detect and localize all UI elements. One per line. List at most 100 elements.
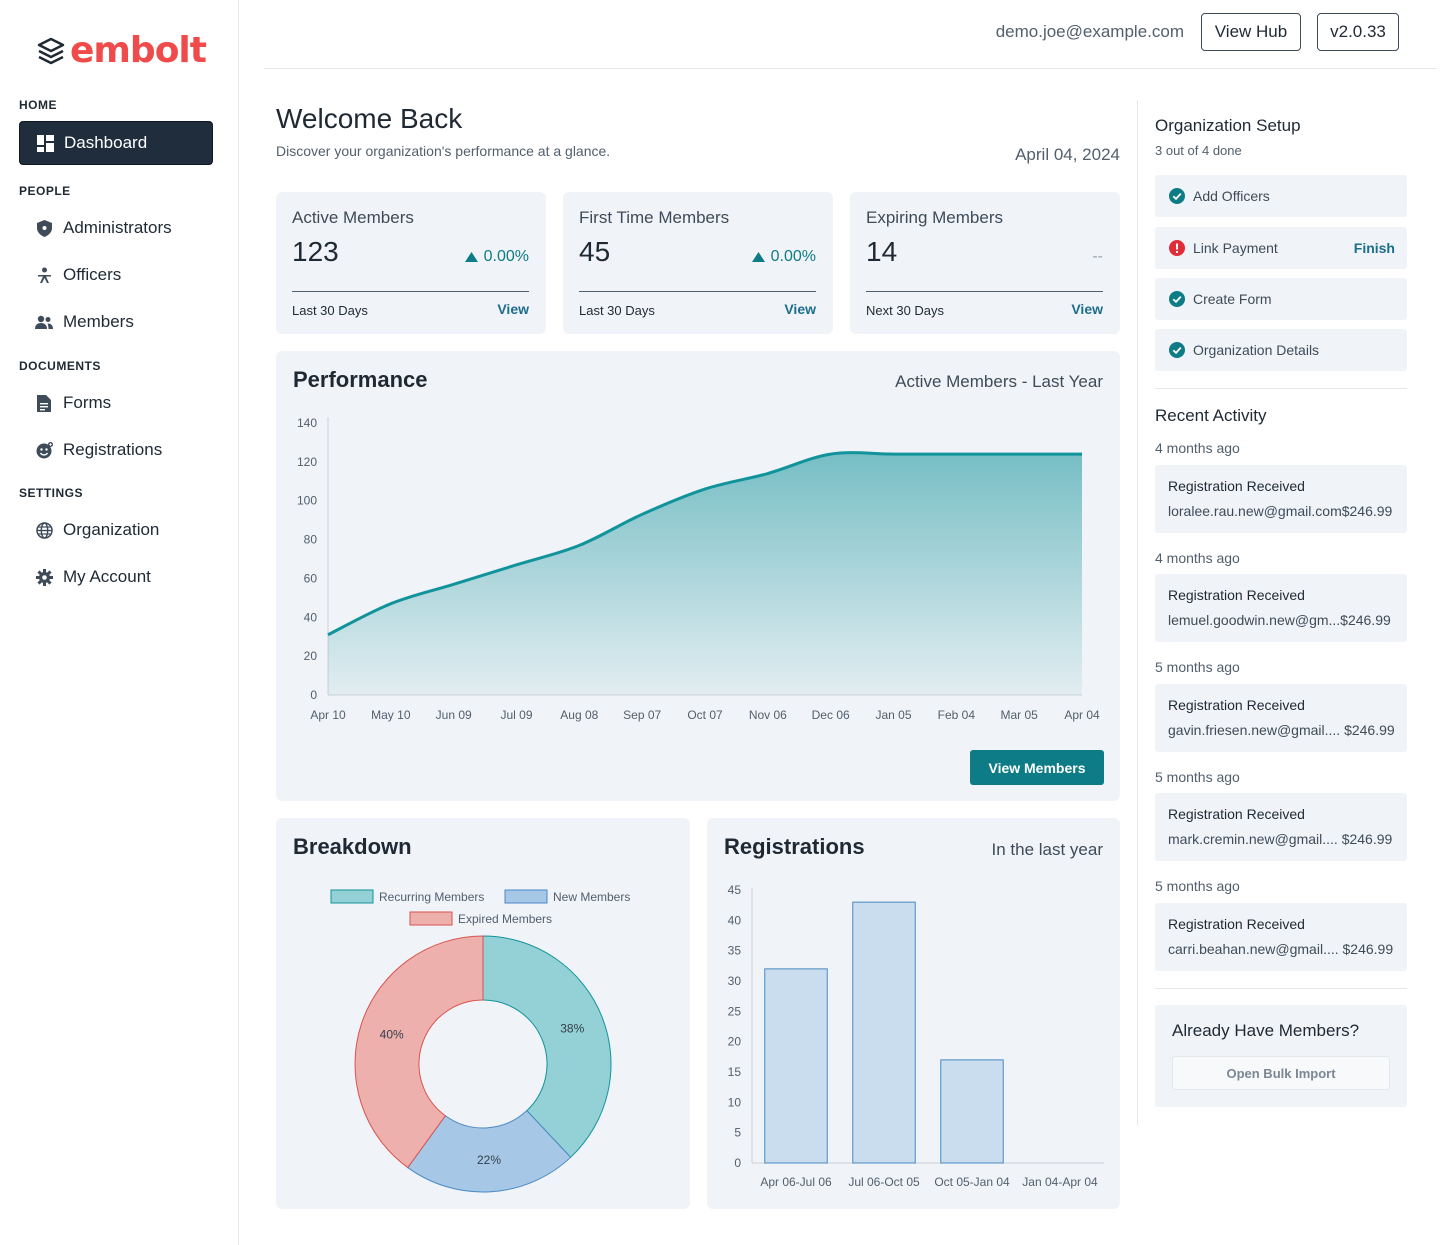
activity-item-detail: lemuel.goodwin.new@gm...$246.99 (1168, 612, 1391, 628)
y-tick-label: 0 (734, 1156, 741, 1170)
x-tick-label: Apr 04 (1064, 708, 1100, 722)
legend-swatch (330, 889, 374, 904)
sidebar-item-label: Dashboard (64, 133, 148, 152)
setup-item-create-form[interactable]: Create Form (1155, 278, 1407, 320)
sidebar-item-members[interactable]: Members (19, 300, 213, 344)
activity-item[interactable]: Registration Received carri.beahan.new@g… (1155, 903, 1407, 971)
view-hub-button[interactable]: View Hub (1201, 13, 1301, 51)
check-circle-icon (1169, 291, 1185, 307)
brand-logo[interactable]: embolt (36, 30, 207, 71)
y-tick-label: 5 (734, 1126, 741, 1140)
registrations-subtitle: In the last year (991, 840, 1103, 859)
registrations-card: Registrations In the last year 0 5 10 15 20 2… (707, 818, 1120, 1209)
setup-item-add-officers[interactable]: Add Officers (1155, 175, 1407, 217)
stat-card-active-members: Active Members 123 0.00% Last 30 Days Vi… (276, 192, 546, 334)
activity-item-title: Registration Received (1168, 916, 1305, 932)
performance-subtitle: Active Members - Last Year (895, 372, 1103, 391)
x-tick-label: Jul 06-Oct 05 (848, 1175, 920, 1189)
setup-item-link-payment[interactable]: Link Payment Finish (1155, 227, 1407, 269)
current-date: April 04, 2024 (1015, 145, 1120, 164)
x-tick-label: Jan 04-Apr 04 (1022, 1175, 1098, 1189)
sidebar-item-organization[interactable]: Organization (19, 508, 213, 552)
nav-section-documents: DOCUMENTS (19, 359, 101, 373)
section-divider (1155, 988, 1407, 989)
stat-change: 0.00% (464, 248, 529, 266)
users-icon (35, 313, 53, 331)
y-tick-label: 60 (304, 571, 318, 585)
registrations-bar-chart: 0 5 10 15 20 25 30 35 40 45 Apr 06-Jul 06 Jul 06-Oc… (728, 883, 1104, 1189)
y-tick-label: 140 (297, 416, 317, 430)
activity-item-detail: mark.cremin.new@gmail.... $246.99 (1168, 831, 1393, 847)
stat-period: Next 30 Days (866, 303, 945, 318)
performance-title: Performance (293, 367, 428, 392)
stat-value: 123 (292, 236, 339, 267)
nav-section-home: HOME (19, 98, 57, 112)
activity-item[interactable]: Registration Received loralee.rau.new@gm… (1155, 465, 1407, 533)
x-tick-label: Oct 05-Jan 04 (934, 1175, 1010, 1189)
stat-label: Expiring Members (866, 208, 1003, 227)
y-tick-label: 0 (310, 688, 317, 702)
activity-time: 5 months ago (1155, 878, 1240, 894)
activity-item[interactable]: Registration Received lemuel.goodwin.new… (1155, 574, 1407, 642)
activity-item[interactable]: Registration Received gavin.friesen.new@… (1155, 684, 1407, 752)
activity-time: 5 months ago (1155, 769, 1240, 785)
breakdown-card: Breakdown Recurring Members New Members Ex… (276, 818, 690, 1209)
grid-icon (36, 134, 54, 152)
y-tick-label: 15 (728, 1065, 742, 1079)
legend-label: New Members (553, 890, 630, 904)
alert-circle-icon (1169, 240, 1185, 256)
y-tick-label: 40 (304, 610, 318, 624)
x-tick-label: Apr 06-Jul 06 (760, 1175, 832, 1189)
x-tick-label: May 10 (371, 708, 411, 722)
slice-label: 38% (560, 1022, 584, 1036)
view-members-button[interactable]: View Members (970, 750, 1104, 785)
right-panel-divider (1137, 100, 1138, 1125)
x-tick-label: Jun 09 (436, 708, 472, 722)
activity-item-detail: carri.beahan.new@gmail.... $246.99 (1168, 941, 1394, 957)
sidebar-item-label: Officers (63, 265, 122, 284)
activity-item[interactable]: Registration Received mark.cremin.new@gm… (1155, 793, 1407, 861)
x-tick-label: Mar 05 (1000, 708, 1038, 722)
stat-divider (292, 291, 529, 292)
series-line (327, 451, 1083, 637)
triangle-up-icon (751, 252, 765, 262)
sidebar-item-forms[interactable]: Forms (19, 381, 213, 425)
legend-swatch (504, 889, 548, 904)
sidebar: embolt HOME Dashboard PEOPLE Administrat… (0, 0, 239, 1245)
stat-card-expiring-members: Expiring Members 14 -- Next 30 Days View (850, 192, 1120, 334)
sidebar-item-officers[interactable]: Officers (19, 253, 213, 297)
check-circle-icon (1169, 342, 1185, 358)
sidebar-item-label: Registrations (63, 440, 163, 459)
performance-card: Performance Active Members - Last Year 0… (276, 351, 1120, 801)
finish-link[interactable]: Finish (1353, 240, 1395, 256)
y-tick-label: 120 (297, 455, 317, 469)
stat-change-value: 0.00% (770, 248, 816, 265)
sidebar-item-label: My Account (63, 567, 151, 586)
stat-view-link[interactable]: View (784, 301, 816, 317)
stat-label: Active Members (292, 208, 414, 227)
sidebar-item-registrations[interactable]: Registrations (19, 428, 213, 472)
page-subtitle: Discover your organization's performance… (276, 143, 611, 159)
setup-item-organization-details[interactable]: Organization Details (1155, 329, 1407, 371)
version-button[interactable]: v2.0.33 (1317, 13, 1399, 51)
sidebar-item-label: Organization (63, 520, 160, 539)
stat-value: 14 (866, 236, 898, 267)
brand-name: embolt (70, 30, 207, 71)
globe-icon (35, 521, 53, 539)
activity-item-title: Registration Received (1168, 587, 1305, 603)
legend-swatch (409, 911, 453, 926)
nav-section-people: PEOPLE (19, 184, 71, 198)
registrations-title: Registrations (724, 834, 865, 859)
activity-item-detail: gavin.friesen.new@gmail.... $246.99 (1168, 722, 1395, 738)
setup-item-label: Create Form (1193, 291, 1272, 307)
legend-label: Recurring Members (379, 890, 484, 904)
sidebar-item-administrators[interactable]: Administrators (19, 206, 213, 250)
gear-icon (35, 568, 53, 586)
setup-item-label: Organization Details (1193, 342, 1320, 358)
stat-view-link[interactable]: View (1071, 301, 1103, 317)
sidebar-item-my-account[interactable]: My Account (19, 555, 213, 599)
sidebar-item-dashboard[interactable]: Dashboard (19, 121, 213, 165)
stat-view-link[interactable]: View (497, 301, 529, 317)
open-bulk-import-button[interactable]: Open Bulk Import (1172, 1056, 1390, 1090)
